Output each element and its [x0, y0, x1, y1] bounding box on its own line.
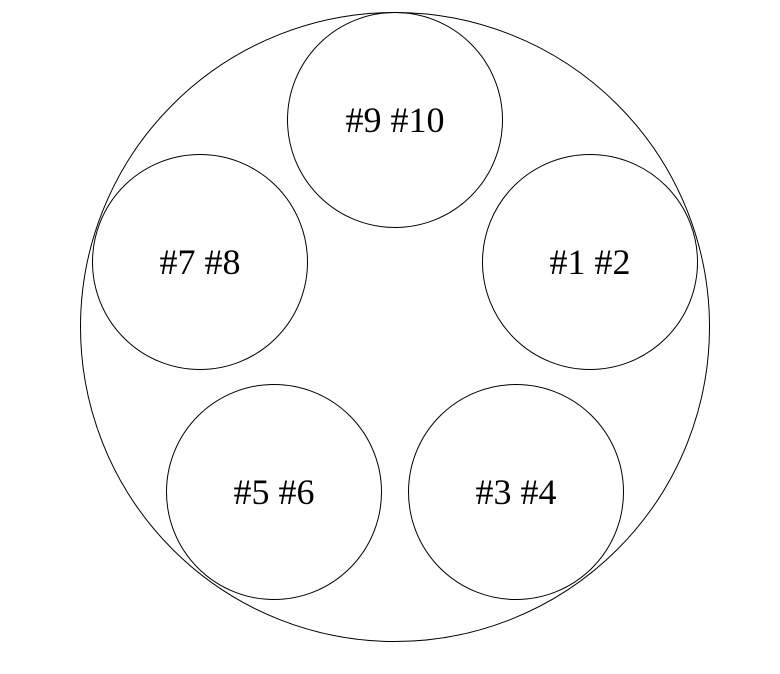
inner-circle-left-label: #7 #8: [160, 241, 241, 283]
inner-circle-top-label: #9 #10: [346, 99, 445, 141]
inner-circle-bottom-right-label: #3 #4: [476, 471, 557, 513]
inner-circle-bottom-left-label: #5 #6: [234, 471, 315, 513]
inner-circle-right-label: #1 #2: [550, 241, 631, 283]
circle-diagram: #9 #10 #1 #2 #7 #8 #3 #4 #5 #6: [0, 0, 780, 674]
